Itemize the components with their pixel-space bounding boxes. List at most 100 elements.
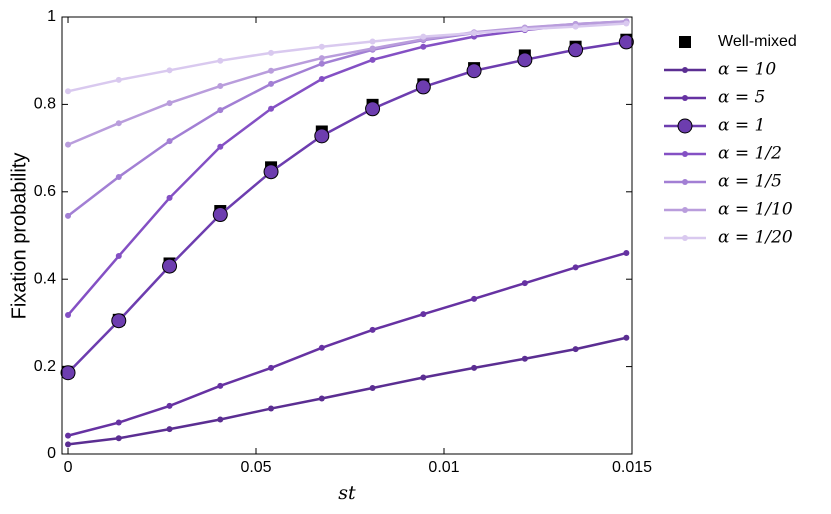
legend-label: α = 5 [718,88,765,108]
point [369,326,376,333]
point [115,253,122,260]
legend-label: α = 1 [718,116,765,136]
point [318,395,325,402]
point [268,105,275,112]
series-line [67,20,627,217]
point [471,364,478,371]
legend-marker [679,36,691,48]
y-tick-label: 0.4 [34,270,56,287]
point [166,194,173,201]
series-line [67,20,627,316]
series-line [67,40,627,374]
series-line [67,20,627,146]
plot-frame [61,16,633,455]
circle-marker [618,34,634,50]
point [318,60,325,67]
y-tick-label: 0.6 [34,183,56,200]
x-tick-label: 0.05 [240,459,271,476]
point [65,212,72,219]
legend-label: α = 1/20 [718,228,793,248]
legend-label: α = 1/10 [718,200,793,220]
legend-marker [682,207,688,213]
legend-label: α = 1/5 [718,172,782,192]
point [217,107,224,114]
point [65,312,72,319]
circle-marker [263,164,279,180]
point [166,67,173,74]
y-axis-label: Fixation probability [8,153,30,320]
circle-marker [60,365,76,381]
circle-marker [162,258,178,274]
point [420,33,427,40]
point [572,264,579,271]
x-tick-label: 0.01 [428,459,459,476]
point [318,344,325,351]
y-tick-label: 1 [47,8,56,25]
point [521,280,528,287]
point [623,20,630,27]
circle-marker [517,52,533,68]
point [471,295,478,302]
legend-marker [682,95,688,101]
point [369,56,376,63]
point [166,402,173,409]
point [521,355,528,362]
circle-marker [212,207,228,223]
series-line [67,251,627,437]
point [217,382,224,389]
circle-marker [365,101,381,117]
x-tick-label: 0 [64,459,73,476]
y-tick-label: 0.8 [34,96,56,113]
point [623,334,630,341]
point [572,23,579,30]
point [217,143,224,150]
circle-marker [568,42,584,58]
point [166,426,173,433]
legend-label: α = 1/2 [718,144,782,164]
point [521,26,528,33]
point [318,76,325,83]
circle-marker [111,313,127,329]
circle-marker [314,128,330,144]
x-axis-label: st [338,482,356,504]
y-tick-label: 0 [47,445,56,462]
legend-label: Well-mixed [718,33,797,50]
point [166,100,173,107]
point [268,67,275,74]
point [420,374,427,381]
legend-label: α = 10 [718,60,776,80]
point [572,346,579,353]
point [115,419,122,426]
point [217,57,224,64]
circle-marker [415,79,431,95]
point [166,138,173,145]
legend-marker [682,151,688,157]
point [65,441,72,448]
point [623,249,630,256]
point [369,385,376,392]
point [217,83,224,90]
series-line [67,336,627,446]
point [420,311,427,318]
point [268,80,275,87]
point [369,45,376,52]
legend-marker [682,67,688,73]
point [65,432,72,439]
point [268,364,275,371]
point [115,120,122,127]
point [65,141,72,148]
legend-marker [682,235,688,241]
point [318,43,325,50]
point [115,173,122,180]
point [318,55,325,62]
legend-marker [677,118,693,134]
point [471,30,478,37]
legend-marker [682,179,688,185]
point [420,43,427,50]
y-tick-label: 0.2 [34,358,56,375]
point [268,405,275,412]
point [217,416,224,423]
point [369,38,376,45]
point [115,435,122,442]
